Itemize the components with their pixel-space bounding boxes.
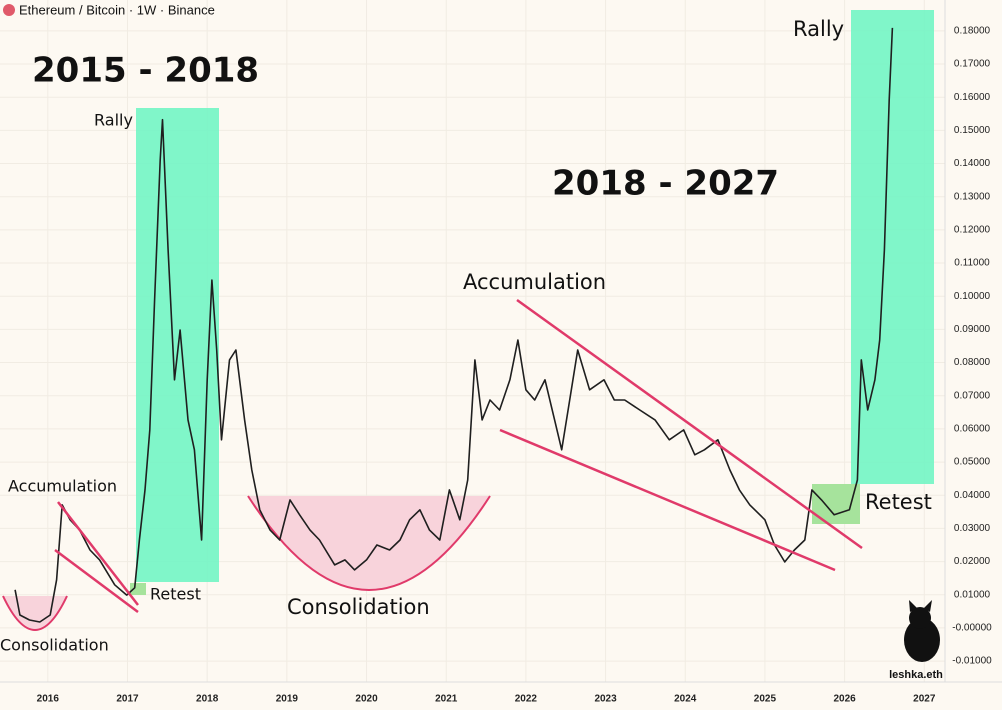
y-tick-label: 0.03000 xyxy=(954,523,991,534)
trend-line xyxy=(54,548,139,614)
rally-zone xyxy=(851,10,934,484)
annotation: Accumulation xyxy=(463,270,606,294)
cat-logo xyxy=(904,600,940,662)
price-line xyxy=(14,27,894,623)
y-tick-label: -0.00000 xyxy=(952,623,992,634)
x-tick-label: 2024 xyxy=(674,694,697,705)
header: Ethereum / Bitcoin · 1W · Binance xyxy=(19,2,215,17)
rally-zone xyxy=(136,108,219,582)
y-tick-label: 0.17000 xyxy=(954,59,991,70)
y-tick-label: 0.05000 xyxy=(954,457,991,468)
y-tick-label: 0.15000 xyxy=(954,125,991,136)
y-tick-label: 0.09000 xyxy=(954,324,991,335)
x-tick-label: 2019 xyxy=(276,694,299,705)
trend-line xyxy=(57,501,139,606)
x-tick-label: 2027 xyxy=(913,694,936,705)
y-tick-label: 0.12000 xyxy=(954,225,991,236)
y-tick-label: 0.10000 xyxy=(954,291,991,302)
annotation: Consolidation xyxy=(287,595,430,619)
annotation: Rally xyxy=(94,111,133,130)
x-tick-label: 2021 xyxy=(435,694,458,705)
bowl xyxy=(2,595,68,631)
annotation: Rally xyxy=(793,17,844,41)
x-tick-label: 2023 xyxy=(594,694,617,705)
y-tick-label: 0.01000 xyxy=(954,589,991,600)
y-tick-label: 0.18000 xyxy=(954,25,991,36)
period-label: 2015 - 2018 xyxy=(32,51,259,91)
x-tick-label: 2016 xyxy=(37,694,60,705)
y-tick-label: 0.04000 xyxy=(954,490,991,501)
retest-zone xyxy=(130,583,146,595)
trend-line xyxy=(499,428,836,572)
annotation: Retest xyxy=(150,585,201,604)
annotation: Consolidation xyxy=(0,636,109,655)
y-tick-label: 0.02000 xyxy=(954,556,991,567)
annotation: Retest xyxy=(865,490,932,514)
x-tick-label: 2026 xyxy=(833,694,856,705)
period-label: 2018 - 2027 xyxy=(552,164,779,204)
y-tick-label: -0.01000 xyxy=(952,656,992,667)
trend-lines xyxy=(54,298,863,614)
x-tick-label: 2022 xyxy=(515,694,538,705)
y-tick-label: 0.16000 xyxy=(954,92,991,103)
trend-line xyxy=(516,298,863,550)
y-tick-label: 0.08000 xyxy=(954,357,991,368)
y-tick-label: 0.13000 xyxy=(954,191,991,202)
x-tick-label: 2017 xyxy=(116,694,139,705)
plot xyxy=(14,27,894,623)
x-tick-label: 2025 xyxy=(754,694,777,705)
symbol-icon xyxy=(3,4,15,16)
y-tick-label: 0.14000 xyxy=(954,158,991,169)
y-tick-label: 0.06000 xyxy=(954,424,991,435)
y-tick-label: 0.07000 xyxy=(954,390,991,401)
y-tick-label: 0.11000 xyxy=(954,258,990,269)
x-tick-label: 2018 xyxy=(196,694,219,705)
x-tick-label: 2020 xyxy=(355,694,378,705)
annotation: Accumulation xyxy=(8,477,117,496)
signature: leshka.eth xyxy=(889,669,943,681)
